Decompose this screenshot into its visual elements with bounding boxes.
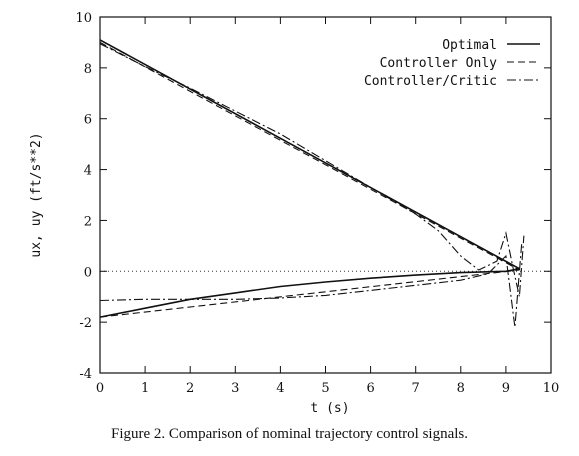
series-line-controller-only-2 bbox=[99, 41, 520, 271]
x-tick-label: 7 bbox=[412, 381, 420, 396]
y-tick-label: 6 bbox=[84, 113, 92, 128]
series-line-controller-critic-4 bbox=[99, 43, 525, 297]
x-tick-label: 1 bbox=[141, 381, 149, 396]
x-tick-label: 9 bbox=[502, 381, 510, 396]
series-line-controller-critic-5 bbox=[99, 243, 523, 328]
x-tick-label: 2 bbox=[186, 381, 194, 396]
y-tick-label: 10 bbox=[75, 11, 92, 26]
legend-label: Controller/Critic bbox=[364, 74, 497, 89]
x-tick-label: 3 bbox=[231, 381, 239, 396]
legend-label: Controller Only bbox=[380, 56, 498, 71]
y-axis-label: ux, uy (ft/s**2) bbox=[29, 132, 44, 257]
x-tick-label: 4 bbox=[276, 381, 284, 396]
y-tick-label: 0 bbox=[84, 265, 92, 280]
series-line-controller-only-3 bbox=[99, 269, 520, 318]
x-tick-label: 8 bbox=[457, 381, 465, 396]
x-tick-label: 10 bbox=[543, 381, 560, 396]
x-tick-label: 5 bbox=[321, 381, 329, 396]
figure-caption: Figure 2. Comparison of nominal trajecto… bbox=[110, 426, 469, 442]
x-tick-label: 0 bbox=[96, 381, 104, 396]
legend: Optimal Controller Only Controller/Critic bbox=[364, 38, 540, 89]
x-axis-label: t (s) bbox=[310, 401, 349, 416]
y-tick-label: 8 bbox=[84, 62, 92, 77]
y-tick-label: -2 bbox=[79, 316, 92, 331]
y-tick-label: -4 bbox=[79, 367, 92, 382]
series-line-optimal-0 bbox=[99, 39, 520, 270]
y-tick-label: 4 bbox=[84, 164, 92, 179]
y-tick-label: 2 bbox=[84, 214, 92, 229]
x-tick-label: 6 bbox=[366, 381, 374, 396]
series-line-optimal-1 bbox=[99, 267, 520, 318]
legend-label: Optimal bbox=[442, 38, 497, 53]
